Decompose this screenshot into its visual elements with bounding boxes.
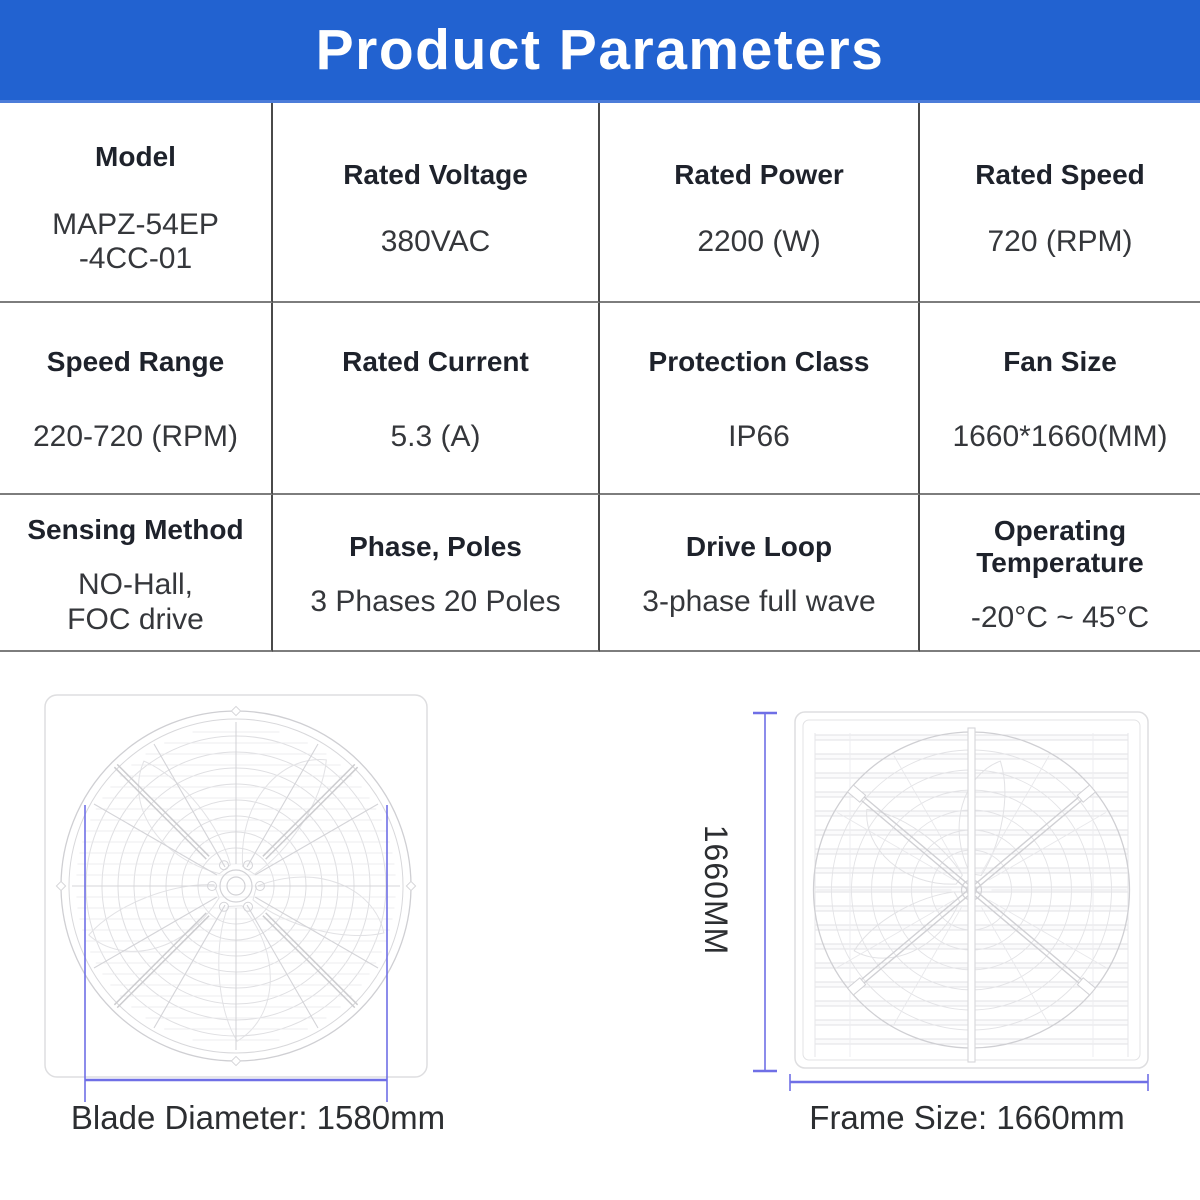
spec-value: 3-phase full wave [642, 585, 876, 619]
spec-value: 3 Phases 20 Poles [310, 585, 561, 619]
grille-wires [72, 722, 400, 1050]
spec-value: 5.3 (A) [390, 419, 481, 453]
cell-protection-class: Protection Class IP66 [600, 303, 920, 495]
blade-diameter-dimension-lines [84, 805, 388, 1102]
spec-value: 720 (RPM) [987, 224, 1133, 258]
spec-label: Drive Loop [685, 531, 833, 563]
cell-phase-poles: Phase, Poles 3 Phases 20 Poles [273, 495, 600, 652]
cardinal-markers [55, 705, 417, 1067]
spec-value: 380VAC [380, 224, 491, 258]
spec-label: Protection Class [648, 345, 870, 377]
frame-size-caption: Frame Size: 1660mm [809, 1099, 1125, 1136]
spec-value: 1660*1660(MM) [952, 419, 1168, 453]
cell-drive-loop: Drive Loop 3-phase full wave [600, 495, 920, 652]
spec-label: Fan Size [1003, 345, 1117, 377]
fan-rear-view-drawing [753, 711, 1149, 1091]
spec-label: Phase, Poles [349, 531, 522, 563]
cell-rated-speed: Rated Speed 720 (RPM) [920, 103, 1200, 303]
frame-height-label: 1660MM [698, 824, 734, 956]
cell-rated-voltage: Rated Voltage 380VAC [273, 103, 600, 303]
spec-value: NO-Hall, FOC drive [67, 568, 204, 636]
spec-value: MAPZ-54EP -4CC-01 [52, 207, 219, 276]
cell-fan-size: Fan Size 1660*1660(MM) [920, 303, 1200, 495]
header-banner: Product Parameters [0, 0, 1200, 103]
spec-value: 2200 (W) [697, 224, 821, 258]
spec-table: Model MAPZ-54EP -4CC-01 Rated Voltage 38… [0, 103, 1200, 652]
cell-model: Model MAPZ-54EP -4CC-01 [0, 103, 273, 303]
cell-operating-temperature: Operating Temperature -20°C ~ 45°C [920, 495, 1200, 652]
spec-label: Rated Speed [975, 158, 1145, 190]
fan-front-view-drawing [44, 694, 428, 1102]
cell-rated-current: Rated Current 5.3 (A) [273, 303, 600, 495]
spec-value: 220-720 (RPM) [32, 419, 239, 453]
spec-label: Rated Current [342, 345, 529, 377]
page-title: Product Parameters [315, 18, 885, 82]
spec-label: Rated Voltage [343, 158, 528, 190]
cell-speed-range: Speed Range 220-720 (RPM) [0, 303, 273, 495]
fan-hub [219, 869, 253, 903]
spec-label: Operating Temperature [976, 515, 1144, 579]
spec-label: Rated Power [674, 158, 844, 190]
spec-label: Sensing Method [27, 513, 244, 545]
spec-value: IP66 [728, 419, 790, 453]
blade-diameter-caption: Blade Diameter: 1580mm [70, 1099, 446, 1136]
cell-sensing-method: Sensing Method NO-Hall, FOC drive [0, 495, 273, 652]
spec-label: Speed Range [46, 345, 225, 377]
spec-label: Model [95, 141, 176, 173]
center-divider-bar [967, 727, 976, 1063]
cell-rated-power: Rated Power 2200 (W) [600, 103, 920, 303]
spec-value: -20°C ~ 45°C [970, 601, 1150, 635]
frame-size-dimension-lines [753, 711, 1149, 1091]
